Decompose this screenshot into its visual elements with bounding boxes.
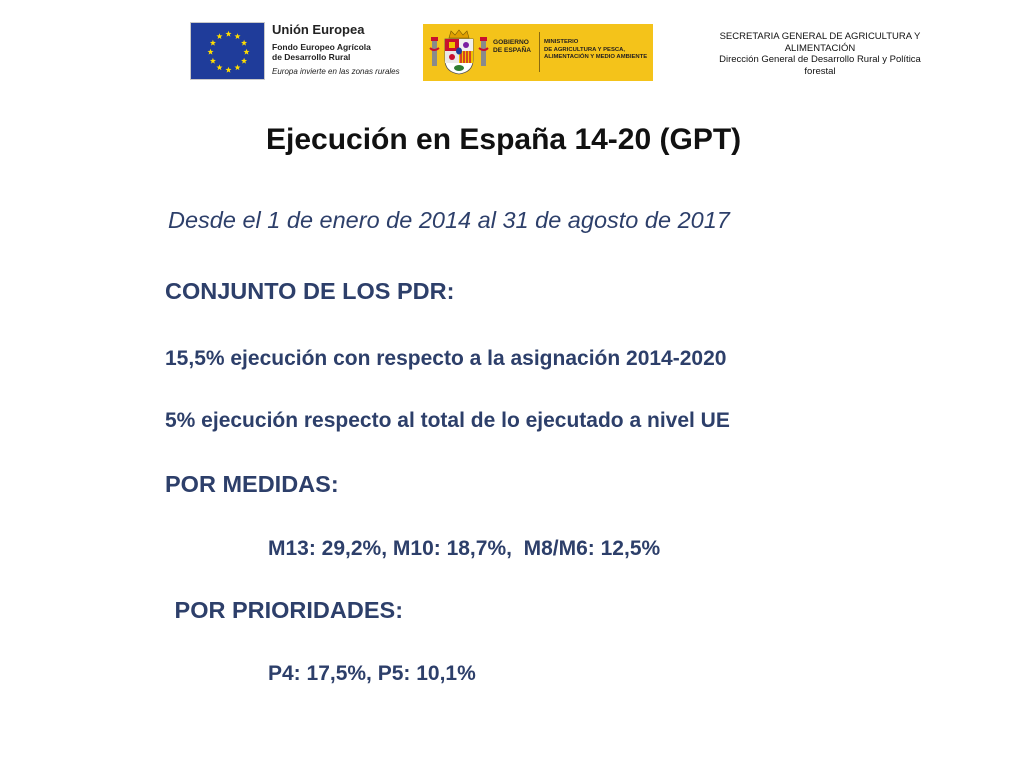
- ministerio-line1: MINISTERIO: [544, 39, 579, 45]
- eu-logo-title: Unión Europea: [272, 22, 365, 37]
- eu-star-icon: [225, 66, 232, 73]
- eu-logo-fund-line2: de Desarrollo Rural: [272, 52, 351, 62]
- eu-logo-fund-line1: Fondo Europeo Agrícola: [272, 42, 371, 52]
- eu-star-icon: [225, 30, 232, 37]
- medidas-values: M13: 29,2%, M10: 18,7%, M8/M6: 12,5%: [268, 537, 661, 560]
- logo-divider: [539, 32, 540, 72]
- conjunto-line-1: 15,5% ejecución con respecto a la asigna…: [165, 347, 727, 370]
- spain-coat-of-arms-icon: [429, 29, 489, 75]
- eu-feader-logo: Unión Europea Fondo Europeo Agrícola de …: [190, 22, 400, 82]
- conjunto-heading: CONJUNTO DE LOS PDR:: [165, 278, 455, 304]
- gobierno-line1: GOBIERNO: [493, 39, 529, 46]
- ministerio-line3: ALIMENTACIÓN Y MEDIO AMBIENTE: [544, 54, 648, 60]
- date-range-subtitle: Desde el 1 de enero de 2014 al 31 de ago…: [168, 207, 730, 233]
- ministerio-text: MINISTERIO DE AGRICULTURA Y PESCA, ALIME…: [544, 39, 652, 62]
- direccion-line1: Dirección General de Desarrollo Rural y …: [719, 54, 921, 65]
- medidas-heading: POR MEDIDAS:: [165, 471, 339, 497]
- eu-star-icon: [243, 48, 250, 55]
- secretaria-line1: SECRETARIA GENERAL DE AGRICULTURA Y: [719, 31, 921, 42]
- eu-logo-motto: Europa invierte en las zonas rurales: [272, 67, 400, 76]
- gobierno-line2: DE ESPAÑA: [493, 47, 531, 54]
- eu-flag-icon: [190, 22, 265, 80]
- secretaria-header: SECRETARIA GENERAL DE AGRICULTURA Y ALIM…: [700, 31, 940, 77]
- eu-star-icon: [209, 57, 216, 64]
- eu-star-icon: [234, 33, 241, 39]
- eu-logo-text: Unión Europea Fondo Europeo Agrícola de …: [272, 22, 402, 77]
- secretaria-line2: ALIMENTACIÓN: [784, 42, 856, 54]
- eu-star-icon: [234, 64, 241, 71]
- ministerio-line2: DE AGRICULTURA Y PESCA,: [544, 46, 626, 53]
- prioridades-values: P4: 17,5%, P5: 10,1%: [268, 662, 476, 685]
- eu-star-icon: [241, 57, 248, 64]
- gobierno-espana-logo: GOBIERNO DE ESPAÑA MINISTERIO DE AGRICUL…: [423, 24, 653, 81]
- eu-star-icon: [216, 64, 223, 71]
- gobierno-espana-text: GOBIERNO DE ESPAÑA: [493, 39, 538, 55]
- eu-star-icon: [209, 39, 216, 46]
- eu-star-icon: [216, 33, 223, 39]
- eu-star-icon: [241, 39, 248, 46]
- eu-star-icon: [207, 48, 214, 55]
- direccion-line2: forestal: [804, 65, 836, 77]
- slide-title: Ejecución en España 14-20 (GPT): [266, 123, 742, 156]
- prioridades-heading: POR PRIORIDADES:: [168, 597, 404, 623]
- conjunto-line-2: 5% ejecución respecto al total de lo eje…: [165, 409, 730, 432]
